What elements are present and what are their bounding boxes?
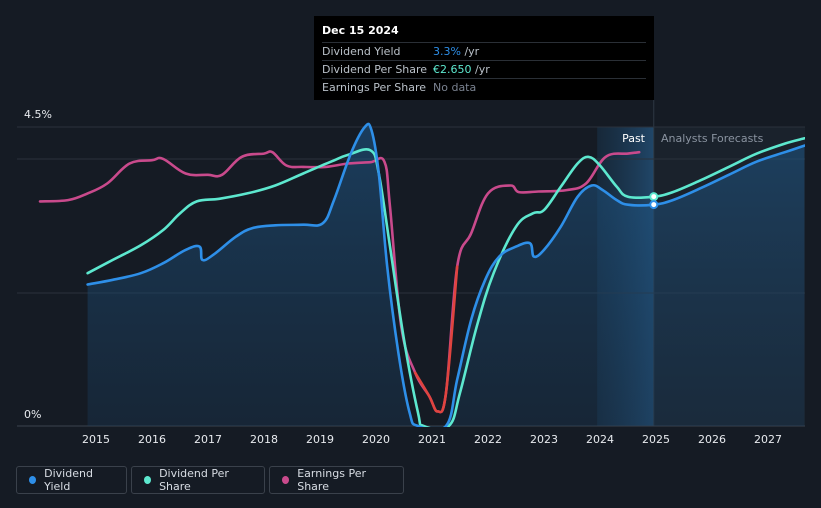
tooltip-value: €2.650 bbox=[433, 63, 472, 76]
x-tick-label: 2024 bbox=[586, 433, 614, 446]
tooltip-label: Earnings Per Share bbox=[322, 81, 427, 94]
eps-decline-segment bbox=[413, 265, 459, 414]
tooltip-value: No data bbox=[433, 81, 477, 94]
dividend-per-share-line bbox=[86, 137, 805, 427]
tooltip-row-earnings-per-share: Earnings Per Share No data bbox=[322, 78, 646, 96]
y-tick-max: 4.5% bbox=[24, 108, 52, 121]
y-axis: 4.5% 0% bbox=[24, 108, 52, 421]
tooltip-row-dividend-yield: Dividend Yield 3.3% /yr bbox=[322, 42, 646, 60]
legend-label: Earnings Per Share bbox=[297, 467, 366, 493]
x-tick-label: 2019 bbox=[306, 433, 334, 446]
tooltip-date: Dec 15 2024 bbox=[322, 24, 399, 37]
tooltip-unit: /yr bbox=[460, 45, 480, 58]
earnings-per-share-line bbox=[38, 150, 641, 414]
legend-dividend-yield[interactable]: Dividend Yield bbox=[16, 466, 127, 494]
x-tick-label: 2021 bbox=[418, 433, 446, 446]
x-axis: 2015 2016 2017 2018 2019 2020 2021 2022 2023 2024… bbox=[82, 433, 782, 446]
legend-earnings-per-share[interactable]: Earnings Per Share bbox=[269, 466, 404, 494]
past-label: Past bbox=[622, 132, 646, 145]
x-tick-label: 2015 bbox=[82, 433, 110, 446]
legend-label: Dividend Per Share bbox=[159, 467, 229, 493]
x-tick-label: 2023 bbox=[530, 433, 558, 446]
dividend-yield-area bbox=[87, 123, 805, 427]
tooltip-unit: /yr bbox=[471, 63, 490, 76]
hover-markers bbox=[649, 192, 659, 210]
tooltip-label: Dividend Yield bbox=[322, 45, 401, 58]
dividend-yield-marker bbox=[649, 200, 659, 210]
legend-dot-icon bbox=[282, 476, 290, 484]
forecast-label: Analysts Forecasts bbox=[661, 132, 764, 145]
x-tick-label: 2016 bbox=[138, 433, 166, 446]
legend-label: Dividend Yield bbox=[44, 467, 93, 493]
legend-dividend-per-share[interactable]: Dividend Per Share bbox=[131, 466, 265, 494]
dividend-per-share-marker bbox=[649, 192, 659, 202]
x-tick-label: 2018 bbox=[250, 433, 278, 446]
x-tick-label: 2025 bbox=[642, 433, 670, 446]
x-tick-label: 2017 bbox=[194, 433, 222, 446]
chart-tooltip: Dec 15 2024 Dividend Yield 3.3% /yr Divi… bbox=[314, 16, 654, 100]
tooltip-row-dividend-per-share: Dividend Per Share €2.650 /yr bbox=[322, 60, 646, 78]
x-tick-label: 2022 bbox=[474, 433, 502, 446]
dividend-yield-area-fill bbox=[87, 123, 805, 427]
x-tick-label: 2026 bbox=[698, 433, 726, 446]
y-tick-zero: 0% bbox=[24, 408, 41, 421]
legend-dot-icon bbox=[144, 476, 152, 484]
dividend-yield-line bbox=[86, 122, 805, 427]
legend-dot-icon bbox=[29, 476, 37, 484]
x-tick-label: 2027 bbox=[754, 433, 782, 446]
tooltip-value: 3.3% bbox=[433, 45, 461, 58]
series-lines bbox=[38, 122, 805, 427]
tooltip-label: Dividend Per Share bbox=[322, 63, 428, 76]
x-tick-label: 2020 bbox=[362, 433, 390, 446]
